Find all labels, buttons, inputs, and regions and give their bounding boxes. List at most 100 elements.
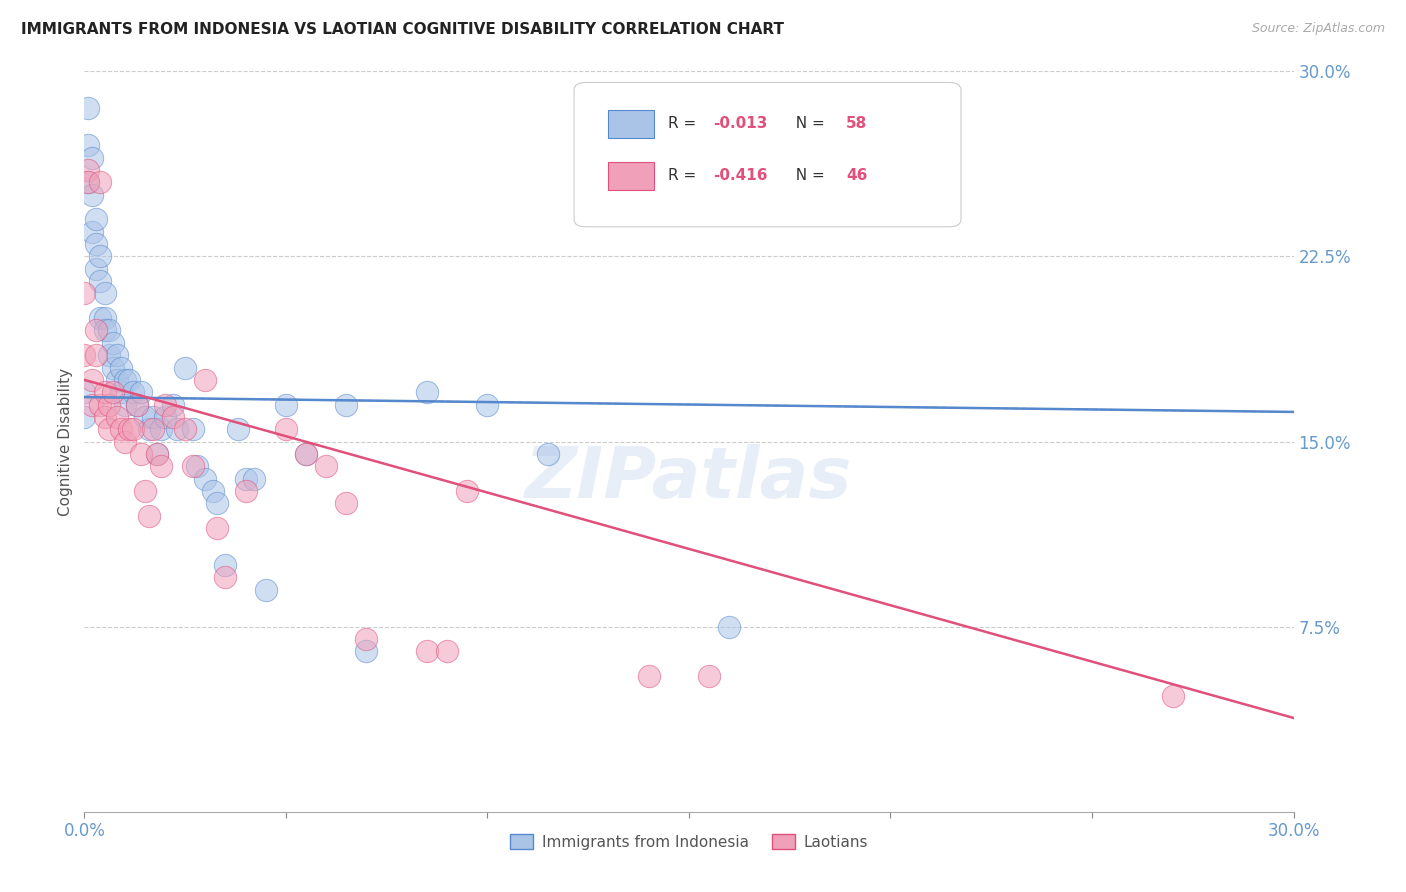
- Point: [89, 175, 111, 190]
- Point: [89, 274, 111, 288]
- Point: [77, 102, 100, 116]
- Point: [86, 261, 108, 276]
- Point: [149, 422, 172, 436]
- Point: [134, 483, 156, 498]
- Text: N =: N =: [786, 117, 830, 131]
- Point: [97, 422, 120, 436]
- Text: -0.416: -0.416: [713, 169, 768, 183]
- Point: [214, 570, 236, 584]
- Point: [138, 508, 160, 523]
- Point: [174, 360, 197, 375]
- Point: [93, 286, 115, 301]
- Y-axis label: Cognitive Disability: Cognitive Disability: [58, 368, 73, 516]
- Point: [73, 409, 96, 424]
- Point: [274, 422, 297, 436]
- Text: IMMIGRANTS FROM INDONESIA VS LAOTIAN COGNITIVE DISABILITY CORRELATION CHART: IMMIGRANTS FROM INDONESIA VS LAOTIAN COG…: [21, 22, 785, 37]
- Point: [93, 385, 115, 400]
- Point: [101, 385, 124, 400]
- Point: [105, 373, 128, 387]
- Point: [125, 398, 148, 412]
- Text: ZIPatlas: ZIPatlas: [526, 444, 852, 513]
- Point: [162, 409, 184, 424]
- FancyBboxPatch shape: [574, 82, 962, 227]
- Text: R =: R =: [668, 169, 702, 183]
- Point: [254, 582, 277, 597]
- Point: [77, 163, 100, 178]
- Point: [146, 447, 169, 461]
- Point: [537, 447, 560, 461]
- Point: [86, 324, 108, 338]
- Point: [436, 644, 458, 658]
- Point: [97, 348, 120, 362]
- Text: 46: 46: [846, 169, 868, 183]
- Point: [214, 558, 236, 572]
- Point: [77, 175, 100, 190]
- Point: [118, 422, 141, 436]
- Point: [89, 249, 111, 264]
- Point: [110, 360, 132, 375]
- Point: [82, 398, 104, 412]
- Point: [315, 459, 337, 474]
- Point: [194, 471, 217, 485]
- Text: Source: ZipAtlas.com: Source: ZipAtlas.com: [1251, 22, 1385, 36]
- Point: [114, 373, 136, 387]
- Point: [166, 422, 188, 436]
- Point: [101, 335, 124, 350]
- Point: [194, 373, 217, 387]
- Point: [226, 422, 249, 436]
- Point: [110, 385, 132, 400]
- Point: [235, 471, 257, 485]
- Point: [242, 471, 264, 485]
- Point: [129, 447, 152, 461]
- Point: [93, 311, 115, 326]
- Point: [416, 385, 439, 400]
- Text: R =: R =: [668, 117, 702, 131]
- Point: [295, 447, 318, 461]
- Point: [82, 151, 104, 165]
- Point: [82, 373, 104, 387]
- Point: [142, 409, 165, 424]
- Point: [181, 422, 204, 436]
- Point: [174, 422, 197, 436]
- Point: [110, 422, 132, 436]
- Point: [114, 398, 136, 412]
- Point: [101, 360, 124, 375]
- Point: [93, 324, 115, 338]
- Point: [335, 496, 357, 510]
- Point: [138, 422, 160, 436]
- Point: [89, 311, 111, 326]
- Point: [93, 409, 115, 424]
- Point: [335, 398, 357, 412]
- Text: -0.013: -0.013: [713, 117, 768, 131]
- Point: [153, 398, 176, 412]
- Point: [186, 459, 208, 474]
- Point: [162, 398, 184, 412]
- Point: [73, 385, 96, 400]
- Point: [82, 187, 104, 202]
- Point: [416, 644, 439, 658]
- Point: [121, 422, 143, 436]
- Point: [477, 398, 499, 412]
- Text: N =: N =: [786, 169, 830, 183]
- Point: [125, 398, 148, 412]
- Legend: Immigrants from Indonesia, Laotians: Immigrants from Indonesia, Laotians: [503, 828, 875, 856]
- Point: [121, 385, 143, 400]
- Point: [97, 324, 120, 338]
- Point: [114, 434, 136, 449]
- Text: 58: 58: [846, 117, 868, 131]
- Point: [146, 447, 169, 461]
- Point: [274, 398, 297, 412]
- Point: [86, 348, 108, 362]
- Point: [202, 483, 225, 498]
- Point: [456, 483, 478, 498]
- Point: [105, 409, 128, 424]
- Point: [73, 348, 96, 362]
- Point: [356, 644, 378, 658]
- Point: [149, 459, 172, 474]
- Point: [86, 212, 108, 227]
- Point: [697, 669, 720, 683]
- Point: [129, 385, 152, 400]
- Bar: [607, 110, 654, 138]
- Point: [295, 447, 318, 461]
- Point: [105, 348, 128, 362]
